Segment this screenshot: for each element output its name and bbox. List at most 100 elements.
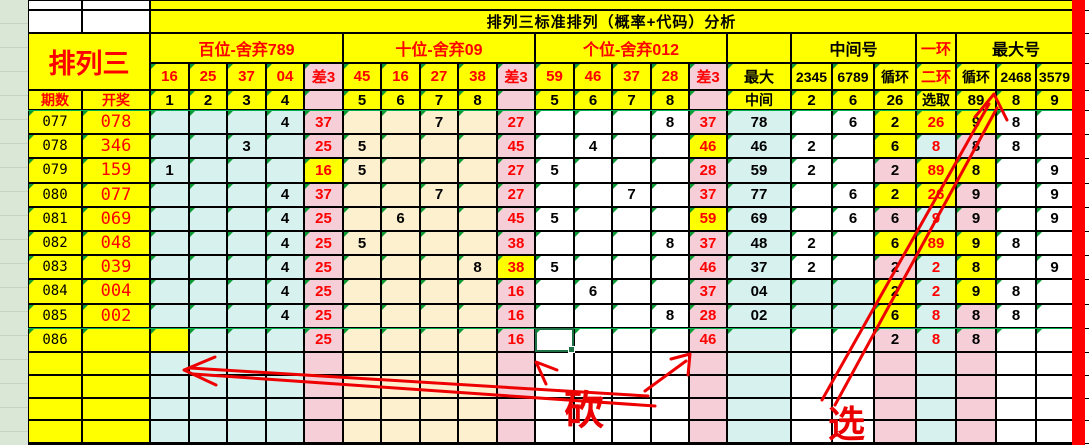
period-081[interactable]: 081 — [28, 206, 82, 231]
colhead-ml[interactable]: 循环 — [874, 63, 916, 90]
empty-bd-3[interactable] — [304, 420, 343, 443]
x3579-079[interactable]: 9 — [1036, 158, 1073, 183]
g0-085[interactable] — [535, 303, 574, 328]
t1-080[interactable] — [381, 182, 420, 207]
gd-086[interactable]: 46 — [689, 327, 727, 352]
draw-086[interactable] — [82, 327, 150, 352]
b1-083[interactable] — [189, 255, 227, 280]
t2-084[interactable] — [420, 279, 458, 304]
xloop-078[interactable]: 8 — [956, 134, 996, 159]
b0-081[interactable] — [150, 206, 189, 231]
b1-086[interactable] — [189, 327, 227, 352]
m6789-081[interactable]: 6 — [832, 206, 874, 231]
empty-g1-0[interactable] — [574, 352, 612, 375]
m6789-078[interactable] — [832, 134, 874, 159]
period-079[interactable]: 079 — [28, 158, 82, 183]
header-period[interactable]: 期数 — [28, 90, 82, 110]
empty-ring-1[interactable] — [916, 375, 956, 398]
draw-081[interactable]: 069 — [82, 206, 150, 231]
subhead-t3[interactable]: 8 — [458, 90, 497, 110]
period-080[interactable]: 080 — [28, 182, 82, 207]
bd-084[interactable]: 25 — [304, 279, 343, 304]
subhead-m1[interactable]: 6 — [832, 90, 874, 110]
max-084[interactable]: 04 — [727, 279, 791, 304]
colhead-b0[interactable]: 16 — [150, 63, 189, 90]
b3-085[interactable]: 4 — [266, 303, 304, 328]
bd-077[interactable]: 37 — [304, 110, 343, 135]
x2468-077[interactable]: 8 — [996, 110, 1036, 135]
g1-077[interactable] — [574, 110, 612, 135]
gd-082[interactable]: 37 — [689, 231, 727, 256]
b2-081[interactable] — [227, 206, 266, 231]
b0-080[interactable] — [150, 182, 189, 207]
colhead-b3[interactable]: 04 — [266, 63, 304, 90]
t2-080[interactable]: 7 — [420, 182, 458, 207]
empty-draw-1[interactable] — [82, 375, 150, 398]
empty-period-0[interactable] — [28, 352, 82, 375]
empty-gd-0[interactable] — [689, 352, 727, 375]
empty-gd-1[interactable] — [689, 375, 727, 398]
xloop-085[interactable]: 8 — [956, 303, 996, 328]
m2345-078[interactable]: 2 — [791, 134, 832, 159]
empty-t3-1[interactable] — [458, 375, 497, 398]
t0-078[interactable]: 5 — [343, 134, 381, 159]
x2468-080[interactable] — [996, 182, 1036, 207]
x3579-084[interactable] — [1036, 279, 1073, 304]
empty-g0-3[interactable] — [535, 420, 574, 443]
subhead-b0[interactable]: 1 — [150, 90, 189, 110]
active-cell-selection[interactable] — [535, 327, 575, 353]
t3-084[interactable] — [458, 279, 497, 304]
x2468-083[interactable] — [996, 255, 1036, 280]
xloop-079[interactable]: 8 — [956, 158, 996, 183]
empty-t1-0[interactable] — [381, 352, 420, 375]
empty-max-2[interactable] — [727, 398, 791, 420]
ring-084[interactable]: 2 — [916, 279, 956, 304]
empty-g0-0[interactable] — [535, 352, 574, 375]
max-079[interactable]: 59 — [727, 158, 791, 183]
empty-g3-2[interactable] — [651, 398, 689, 420]
m2345-083[interactable]: 2 — [791, 255, 832, 280]
colhead-max[interactable]: 最大 — [727, 63, 791, 90]
header-ring-top[interactable]: 一环 — [916, 33, 956, 63]
period-083[interactable]: 083 — [28, 255, 82, 280]
colhead-g3[interactable]: 28 — [651, 63, 689, 90]
g2-078[interactable] — [612, 134, 651, 159]
empty-gd-3[interactable] — [689, 420, 727, 443]
draw-084[interactable]: 004 — [82, 279, 150, 304]
empty-g3-0[interactable] — [651, 352, 689, 375]
subhead-g1[interactable]: 6 — [574, 90, 612, 110]
subhead-m0[interactable]: 2 — [791, 90, 832, 110]
b0-078[interactable] — [150, 134, 189, 159]
empty-b1-2[interactable] — [189, 398, 227, 420]
subhead-xl[interactable]: 89 — [956, 90, 996, 110]
empty-xl-2[interactable] — [956, 398, 996, 420]
b1-081[interactable] — [189, 206, 227, 231]
draw-078[interactable]: 346 — [82, 134, 150, 159]
td-086[interactable]: 16 — [497, 327, 535, 352]
empty-ml-3[interactable] — [874, 420, 916, 443]
empty-b3-2[interactable] — [266, 398, 304, 420]
m2345-085[interactable] — [791, 303, 832, 328]
empty-x3-0[interactable] — [1036, 352, 1073, 375]
m2345-086[interactable] — [791, 327, 832, 352]
empty-ml-2[interactable] — [874, 398, 916, 420]
header-big-group[interactable]: 最大号 — [956, 33, 1076, 63]
colhead-xl[interactable]: 循环 — [956, 63, 996, 90]
subhead-g3[interactable]: 8 — [651, 90, 689, 110]
t0-084[interactable] — [343, 279, 381, 304]
t0-080[interactable] — [343, 182, 381, 207]
b2-080[interactable] — [227, 182, 266, 207]
max-077[interactable]: 78 — [727, 110, 791, 135]
g1-085[interactable] — [574, 303, 612, 328]
t2-083[interactable] — [420, 255, 458, 280]
m6789-084[interactable] — [832, 279, 874, 304]
gd-079[interactable]: 28 — [689, 158, 727, 183]
empty-g2-0[interactable] — [612, 352, 651, 375]
colhead-g1[interactable]: 46 — [574, 63, 612, 90]
b3-084[interactable]: 4 — [266, 279, 304, 304]
empty-td-3[interactable] — [497, 420, 535, 443]
t3-079[interactable] — [458, 158, 497, 183]
g2-085[interactable] — [612, 303, 651, 328]
empty-g0-1[interactable] — [535, 375, 574, 398]
g1-081[interactable] — [574, 206, 612, 231]
